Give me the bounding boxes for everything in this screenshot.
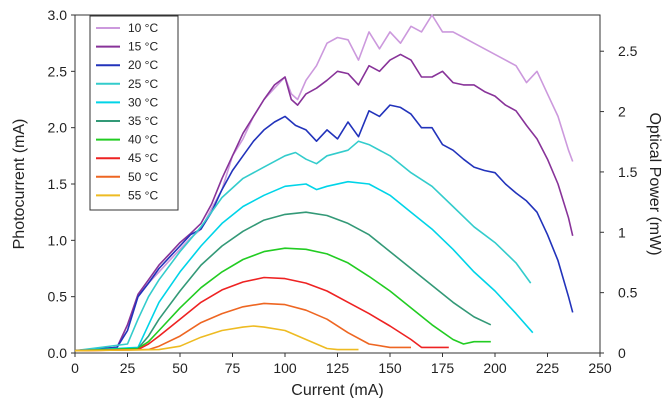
legend-label: 45 °C [128,151,158,165]
x-tick-label: 225 [536,360,560,376]
y2-axis-title: Optical Power (mW) [646,112,663,255]
y-tick-label: 0.5 [48,289,68,305]
series-line-1 [74,14,574,352]
x-tick-label: 75 [225,360,241,376]
y2-tick-label: 2.5 [618,43,638,59]
x-tick-label: 175 [431,360,455,376]
y2-tick-label: 1.5 [618,164,638,180]
series-line-5 [74,180,534,352]
y-tick-label: 3.0 [48,7,68,23]
x-tick-label: 150 [378,360,402,376]
series-lines [74,14,574,352]
x-tick-label: 200 [483,360,507,376]
series-line-2 [74,53,574,352]
y2-tick-label: 1 [618,224,626,240]
series-line-3 [74,104,574,352]
series-line-4 [74,140,532,352]
y-axis-title: Photocurrent (mA) [11,119,28,250]
axes: 0 25 50 75 100 125 150 175 200 225 250 0.0 0.5 1.0 1.5… [11,7,663,398]
legend-label: 15 °C [128,40,158,54]
series-line-8 [74,276,449,352]
series-line-10 [74,325,359,352]
x-tick-label: 25 [120,360,136,376]
y-tick-label: 2.0 [48,120,68,136]
series-line-9 [74,302,411,352]
legend-label: 55 °C [128,188,158,202]
y-tick-label: 1.5 [48,176,68,192]
x-axis-title: Current (mA) [291,382,383,398]
x-tick-label: 50 [172,360,188,376]
legend-label: 10 °C [128,21,158,35]
x-tick-label: 100 [273,360,297,376]
legend-label: 50 °C [128,170,158,184]
series-line-7 [74,247,491,352]
y2-tick-label: 0 [618,345,626,361]
legend-label: 40 °C [128,133,158,147]
series-line-6 [74,211,492,352]
y-tick-label: 2.5 [48,63,68,79]
y-tick-label: 1.0 [48,232,68,248]
legend-label: 20 °C [128,58,158,72]
x-tick-label: 250 [588,360,612,376]
y-tick-label: 0.0 [48,345,68,361]
x-tick-label: 125 [326,360,350,376]
x-tick-label: 0 [71,360,79,376]
legend-label: 30 °C [128,95,158,109]
legend-label: 25 °C [128,77,158,91]
legend-label: 35 °C [128,114,158,128]
y2-tick-label: 0.5 [618,285,638,301]
y2-tick-label: 2 [618,104,626,120]
legend: 10 °C 15 °C 20 °C 25 °C 30 °C 35 °C 40 °C 45 °C… [89,15,179,211]
